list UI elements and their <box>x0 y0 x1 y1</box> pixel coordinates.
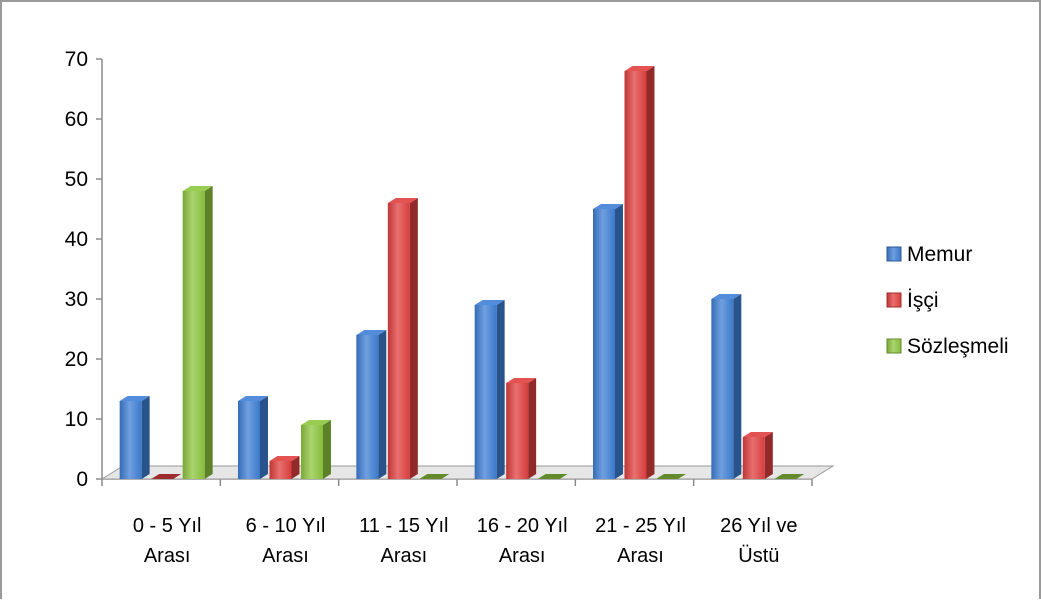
bar-2-1 <box>301 420 331 479</box>
bar-top <box>593 204 623 209</box>
y-tick-label: 10 <box>65 408 88 431</box>
bar-2-0 <box>182 186 213 479</box>
bar-front <box>356 335 379 479</box>
bar-side <box>409 198 418 479</box>
x-category-label: 16 - 20 Yıl <box>477 515 568 537</box>
legend-swatch <box>886 246 902 262</box>
bar-top <box>356 330 387 335</box>
bar-top <box>182 186 213 191</box>
x-category-label: 21 - 25 Yıl <box>595 515 686 537</box>
bar-0-3 <box>474 300 505 479</box>
bar-0-0 <box>119 396 150 479</box>
bar-0-2 <box>356 330 387 479</box>
bar-top <box>387 198 418 203</box>
y-axis-tick-labels: 0 10 20 30 40 50 60 70 <box>65 48 88 491</box>
bar-front <box>742 437 765 479</box>
x-category-label: Üstü <box>738 545 779 567</box>
bar-2-4 <box>656 474 686 479</box>
x-category-label: Arası <box>499 545 546 567</box>
bar-0-1 <box>238 396 268 479</box>
bar-side <box>733 294 742 479</box>
legend-label: Memur <box>907 243 972 266</box>
bar-front <box>301 425 323 479</box>
legend-item-2: Sözleşmeli <box>886 335 1009 358</box>
x-category-label: 11 - 15 Yıl <box>359 515 448 537</box>
legend-swatch <box>886 292 902 308</box>
y-tick-label: 0 <box>76 468 88 491</box>
bar-front <box>387 203 410 479</box>
bar-front <box>182 191 205 479</box>
bar-0-5 <box>711 294 742 479</box>
legend-item-1: İşçi <box>886 289 939 312</box>
bar-top <box>711 294 742 299</box>
x-category-label: 26 Yıl ve <box>720 515 797 537</box>
bar-top <box>119 396 150 401</box>
bar-2-3 <box>537 474 568 479</box>
y-tick-label: 50 <box>65 168 88 191</box>
bar-top <box>506 378 537 383</box>
bar-1-2 <box>387 198 418 479</box>
bar-top <box>624 66 655 71</box>
legend-swatch <box>886 338 902 354</box>
bar-2-2 <box>419 474 450 479</box>
bar-top <box>238 396 268 401</box>
bar-side <box>646 66 655 479</box>
x-axis-category-labels: 0 - 5 Yıl Arası 6 - 10 Yıl Arası 11 - 15 Yıl… <box>133 515 798 567</box>
bar-front <box>238 401 260 479</box>
bar-side <box>204 186 213 479</box>
bar-front <box>593 209 615 479</box>
bar-side <box>260 396 268 479</box>
chart-bars <box>119 66 805 479</box>
x-category-label: Arası <box>144 545 191 567</box>
bar-zero <box>151 474 182 479</box>
x-category-label: 6 - 10 Yıl <box>246 515 326 537</box>
bar-1-0 <box>151 474 182 479</box>
y-tick-label: 20 <box>65 348 88 371</box>
bar-zero <box>537 474 568 479</box>
bar-front <box>711 299 734 479</box>
bar-side <box>764 432 773 479</box>
y-tick-label: 30 <box>65 288 88 311</box>
bar-2-5 <box>774 474 805 479</box>
bar-side <box>528 378 537 479</box>
bar-top <box>301 420 331 425</box>
bar-1-5 <box>742 432 773 479</box>
bar-side <box>496 300 505 479</box>
bar-side <box>141 396 150 479</box>
bar-1-4 <box>624 66 655 479</box>
bar-front <box>624 71 647 479</box>
x-category-label: 0 - 5 Yıl <box>133 515 202 537</box>
y-tick-label: 40 <box>65 228 88 251</box>
bar-0-4 <box>593 204 623 479</box>
bar-1-1 <box>269 456 300 479</box>
x-category-label: Arası <box>380 545 427 567</box>
y-tick-label: 60 <box>65 108 88 131</box>
x-category-label: Arası <box>262 545 309 567</box>
y-tick-label: 70 <box>65 48 88 71</box>
bar-1-3 <box>506 378 537 479</box>
bar-front <box>506 383 529 479</box>
bar-front <box>474 305 497 479</box>
bar-front <box>119 401 142 479</box>
bar-side <box>323 420 331 479</box>
legend-label: Sözleşmeli <box>907 335 1009 358</box>
bar-side <box>378 330 387 479</box>
chart-legend: Memur İşçi Sözleşmeli <box>886 243 1009 358</box>
x-category-label: Arası <box>617 545 664 567</box>
bar-side <box>291 456 300 479</box>
bar-zero <box>656 474 686 479</box>
bar-side <box>615 204 623 479</box>
legend-label: İşçi <box>907 289 939 312</box>
bar-top <box>474 300 505 305</box>
bar-top <box>269 456 300 461</box>
bar-top <box>742 432 773 437</box>
legend-item-0: Memur <box>886 243 972 266</box>
bar-zero <box>774 474 805 479</box>
bar-zero <box>419 474 450 479</box>
bar-front <box>269 461 292 479</box>
